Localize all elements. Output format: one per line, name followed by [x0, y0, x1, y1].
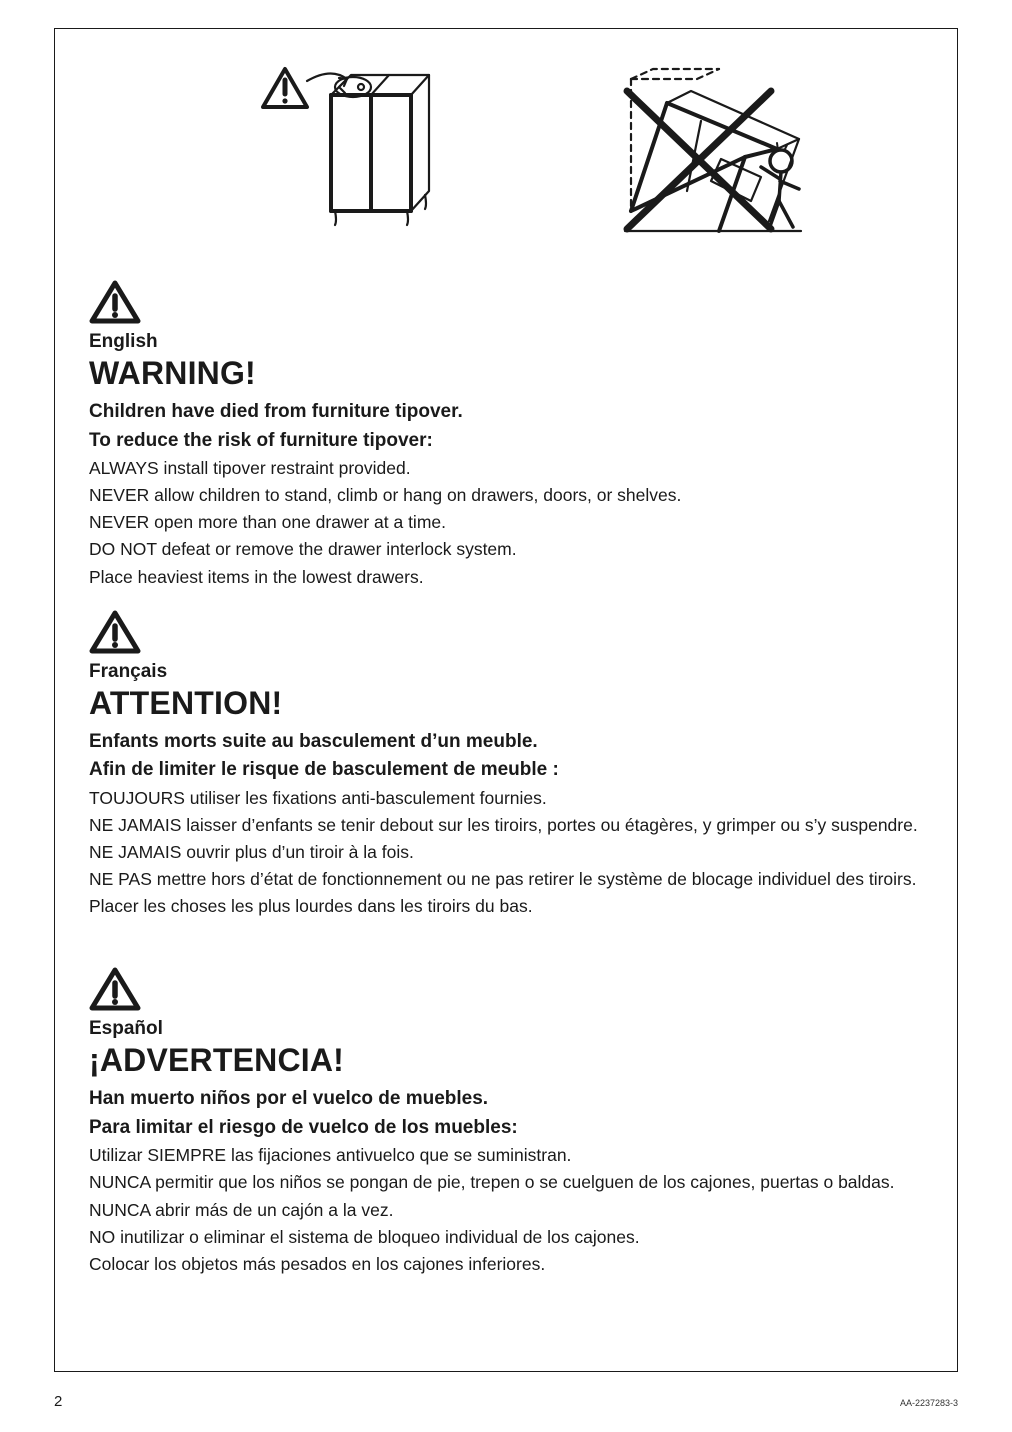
warning-title: ¡ADVERTENCIA! [89, 1042, 923, 1079]
warning-triangle-icon [89, 966, 141, 1012]
lang-label: Español [89, 1018, 923, 1040]
warning-sub1: Children have died from furniture tipove… [89, 398, 923, 427]
warning-title: WARNING! [89, 355, 923, 392]
warning-sub2: Afin de limiter le risque de basculement… [89, 756, 923, 785]
warning-line: Colocar los objetos más pesados en los c… [89, 1251, 923, 1278]
illustration-tipover-hazard [601, 61, 811, 241]
warning-line: ALWAYS install tipover restraint provide… [89, 455, 923, 482]
warning-line: NO inutilizar o eliminar el sistema de b… [89, 1224, 923, 1251]
warning-line: Placer les choses les plus lourdes dans … [89, 893, 923, 920]
content-frame: English WARNING! Children have died from… [54, 28, 958, 1372]
warning-line: NE JAMAIS laisser d’enfants se tenir deb… [89, 812, 923, 839]
section-english: English WARNING! Children have died from… [89, 331, 923, 591]
illustration-row [89, 61, 923, 241]
warning-line: NEVER open more than one drawer at a tim… [89, 509, 923, 536]
warning-line: NE PAS mettre hors d’état de fonctionnem… [89, 866, 923, 893]
section-francais: Français ATTENTION! Enfants morts suite … [89, 661, 923, 921]
warning-line: Place heaviest items in the lowest drawe… [89, 564, 923, 591]
warning-triangle-icon [89, 279, 141, 325]
warning-line: NE JAMAIS ouvrir plus d’un tiroir à la f… [89, 839, 923, 866]
lang-label: Français [89, 661, 923, 683]
warning-line: TOUJOURS utiliser les fixations anti-bas… [89, 785, 923, 812]
page-number: 2 [54, 1393, 62, 1410]
warning-line: NUNCA abrir más de un cajón a la vez. [89, 1197, 923, 1224]
illustration-wall-anchor [261, 61, 461, 231]
warning-triangle-icon [89, 609, 141, 655]
document-number: AA-2237283-3 [900, 1398, 958, 1408]
page: English WARNING! Children have died from… [0, 0, 1012, 1432]
warning-line: NUNCA permitir que los niños se pongan d… [89, 1169, 923, 1196]
warning-sub2: To reduce the risk of furniture tipover: [89, 427, 923, 456]
spacer [89, 938, 923, 966]
warning-line: Utilizar SIEMPRE las fijaciones antivuel… [89, 1142, 923, 1169]
warning-line: DO NOT defeat or remove the drawer inter… [89, 536, 923, 563]
lang-label: English [89, 331, 923, 353]
page-footer: 2 AA-2237283-3 [54, 1393, 958, 1410]
warning-sub1: Enfants morts suite au basculement d’un … [89, 728, 923, 757]
warning-sub1: Han muerto niños por el vuelco de mueble… [89, 1085, 923, 1114]
section-espanol: Español ¡ADVERTENCIA! Han muerto niños p… [89, 1018, 923, 1278]
warning-sub2: Para limitar el riesgo de vuelco de los … [89, 1114, 923, 1143]
warning-line: NEVER allow children to stand, climb or … [89, 482, 923, 509]
warning-title: ATTENTION! [89, 685, 923, 722]
